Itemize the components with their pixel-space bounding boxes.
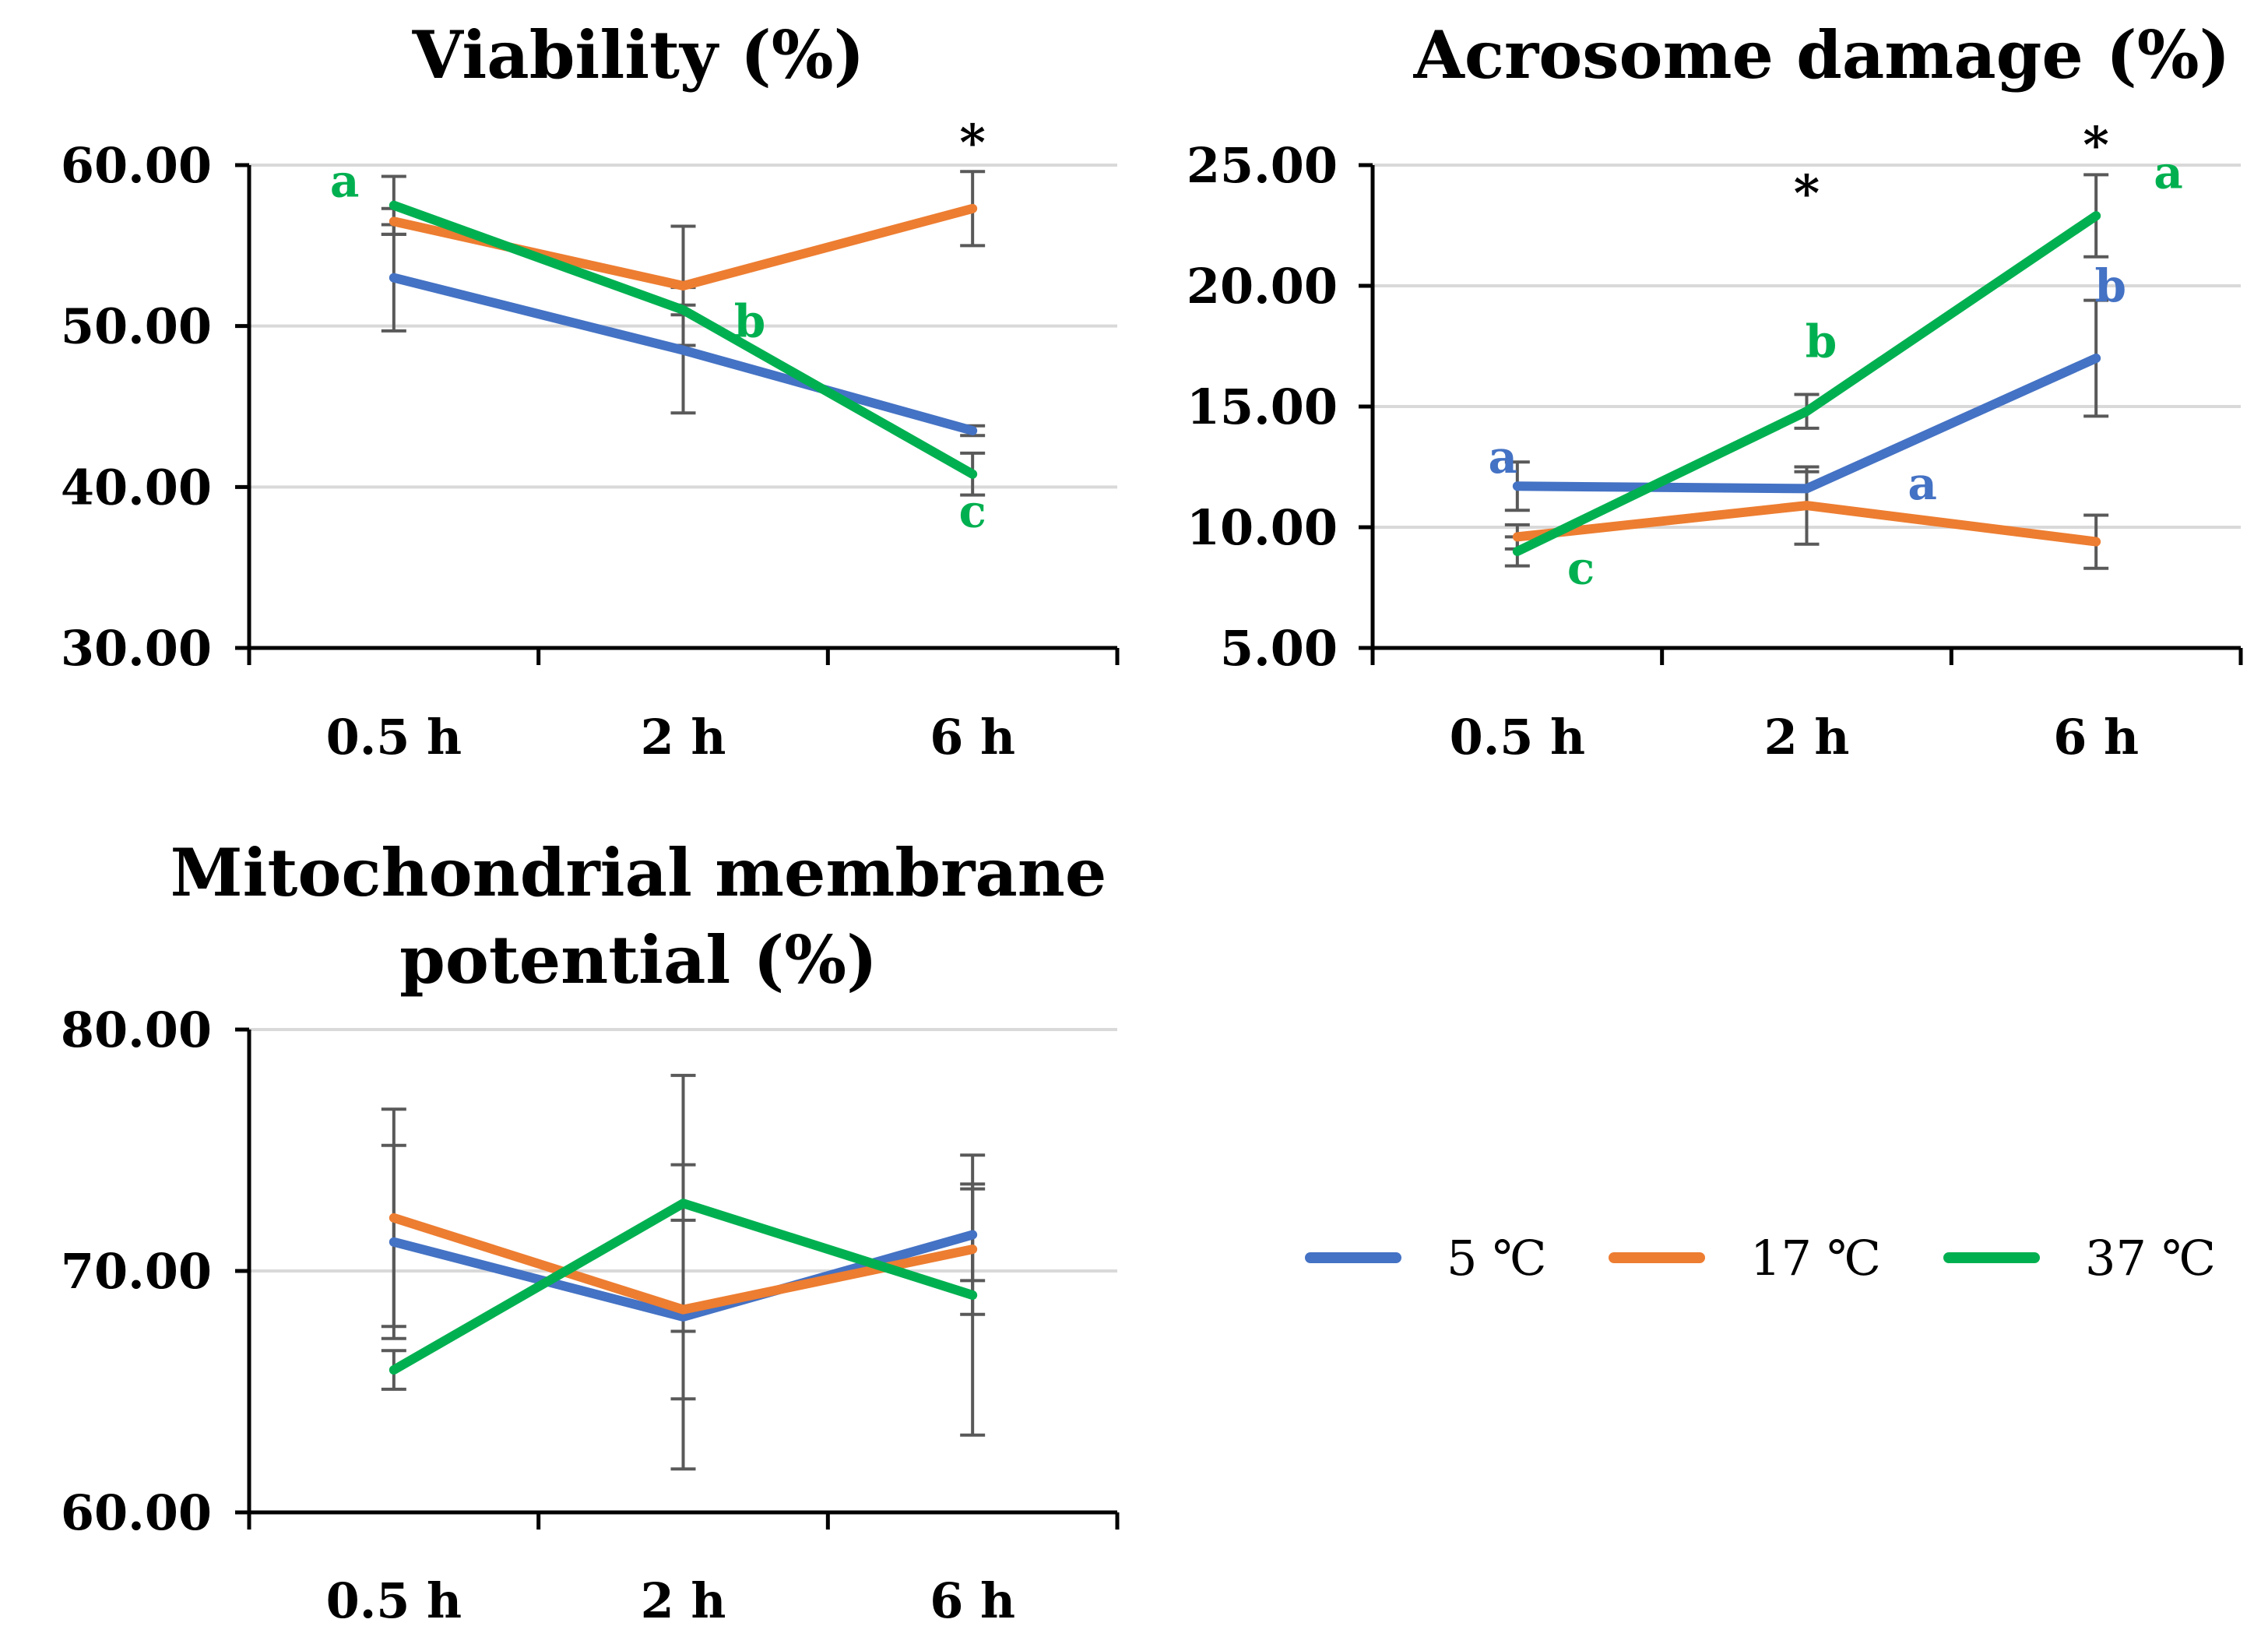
data-point-17c xyxy=(681,284,685,287)
y-tick-label: 25.00 xyxy=(1187,137,1338,194)
y-tick-label: 40.00 xyxy=(61,459,212,516)
y-tick-label: 5.00 xyxy=(1220,620,1338,677)
data-point-17c xyxy=(1805,504,1809,508)
x-tick-label: 0.5 h xyxy=(1450,709,1586,766)
x-tick-label: 2 h xyxy=(641,1572,726,1629)
significance-letter: b xyxy=(1806,315,1837,368)
significance-letter: a xyxy=(1908,457,1937,510)
chart-title: Viability (%) xyxy=(412,16,865,93)
data-point-5c xyxy=(2094,357,2098,360)
significance-letter: c xyxy=(959,484,986,537)
y-tick-label: 30.00 xyxy=(61,620,212,677)
legend: 5 ℃ 17 ℃ 37 ℃ xyxy=(1305,1230,2216,1287)
data-point-5c xyxy=(1515,484,1519,488)
y-tick-label: 20.00 xyxy=(1187,258,1338,315)
significance-letter: b xyxy=(2094,259,2126,312)
x-tick-label: 0.5 h xyxy=(326,709,462,766)
data-point-17c xyxy=(681,1308,685,1311)
data-point-5c xyxy=(681,348,685,352)
x-tick-label: 6 h xyxy=(930,1572,1015,1629)
chart-mitochondrial-membrane-potential: Mitochondrial membrane potential (%) 60.00… xyxy=(61,834,1120,1629)
data-point-5c xyxy=(1805,487,1809,491)
data-point-17c xyxy=(1515,535,1519,539)
chart-acrosome-damage: Acrosome damage (%) 5.00 10.00 15.00 20.00 25… xyxy=(1187,16,2243,766)
significance-letter: c xyxy=(1567,542,1595,595)
significance-star: * xyxy=(2083,116,2108,174)
data-point-5c xyxy=(392,276,396,280)
significance-star: * xyxy=(1794,164,1820,223)
data-point-17c xyxy=(392,1216,396,1220)
data-point-37c xyxy=(1515,550,1519,553)
y-tick-label: 80.00 xyxy=(61,1002,212,1058)
data-point-17c xyxy=(2094,540,2098,544)
y-tick-label: 50.00 xyxy=(61,298,212,355)
data-point-37c xyxy=(2094,214,2098,218)
x-tick-label: 0.5 h xyxy=(326,1572,462,1629)
data-point-37c xyxy=(1805,410,1809,414)
data-point-37c xyxy=(971,1294,975,1297)
data-point-37c xyxy=(392,1368,396,1372)
x-tick-label: 2 h xyxy=(1764,709,1850,766)
data-point-37c xyxy=(681,308,685,312)
legend-label: 17 ℃ xyxy=(1750,1230,1881,1287)
data-point-17c xyxy=(971,206,975,210)
legend-label: 5 ℃ xyxy=(1447,1230,1547,1287)
data-point-5c xyxy=(392,1240,396,1244)
significance-letter: b xyxy=(734,294,766,347)
chart-title: Acrosome damage (%) xyxy=(1413,16,2231,93)
x-tick-label: 2 h xyxy=(641,709,726,766)
data-point-5c xyxy=(971,1233,975,1237)
chart-viability: Viability (%) 30.00 40.00 50.00 60.00 0.5 h 2 … xyxy=(61,16,1120,766)
y-tick-label: 15.00 xyxy=(1187,378,1338,435)
data-point-5c xyxy=(971,429,975,432)
x-tick-label: 6 h xyxy=(930,709,1015,766)
chart-title: Mitochondrial membrane xyxy=(171,834,1107,911)
data-point-5c xyxy=(681,1315,685,1318)
significance-letter: a xyxy=(330,155,360,208)
data-point-37c xyxy=(971,472,975,476)
data-point-17c xyxy=(971,1248,975,1251)
y-tick-label: 60.00 xyxy=(61,1484,212,1541)
x-tick-label: 6 h xyxy=(2053,709,2139,766)
y-tick-label: 60.00 xyxy=(61,137,212,194)
y-tick-label: 10.00 xyxy=(1187,499,1338,556)
significance-star: * xyxy=(959,114,985,172)
significance-letter: a xyxy=(1488,431,1517,484)
y-tick-label: 70.00 xyxy=(61,1243,212,1300)
data-point-37c xyxy=(681,1202,685,1206)
legend-label: 37 ℃ xyxy=(2085,1230,2216,1287)
chart-title: potential (%) xyxy=(399,921,877,998)
significance-letter: a xyxy=(2154,146,2183,199)
data-point-17c xyxy=(392,220,396,224)
data-point-37c xyxy=(392,203,396,207)
